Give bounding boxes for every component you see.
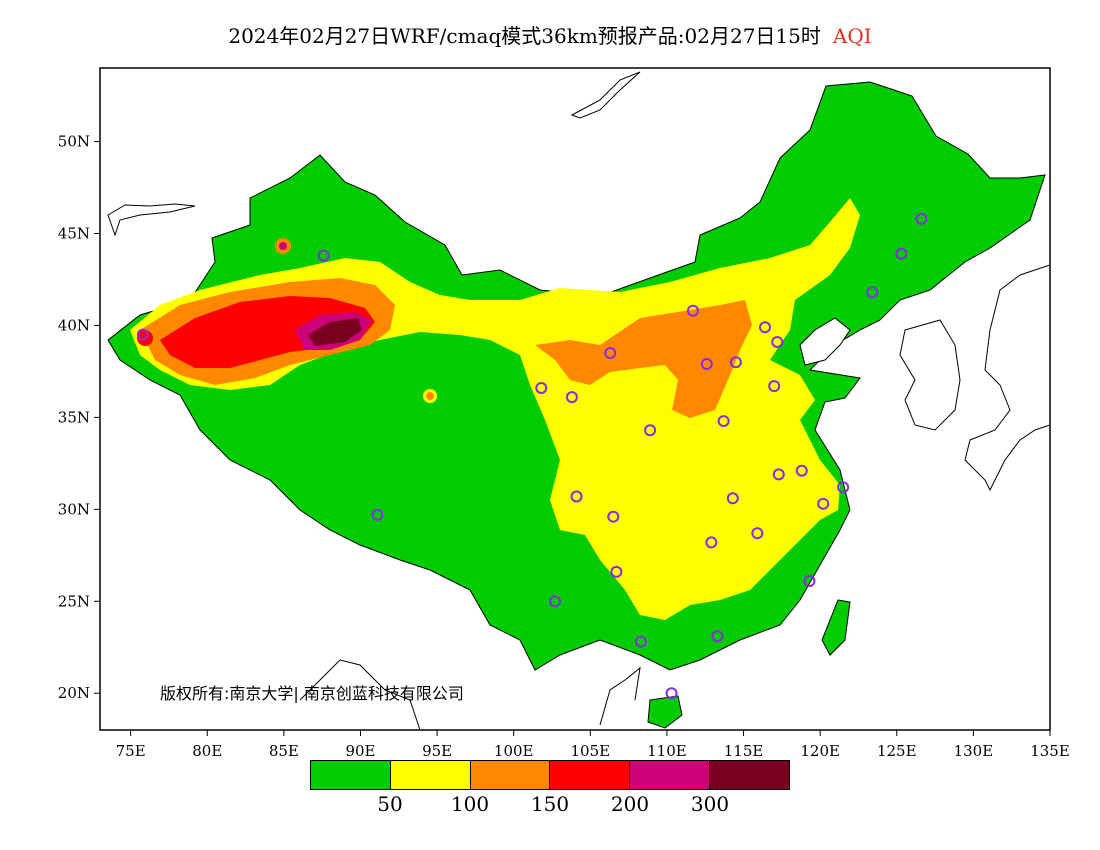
lat-tick-label: 25N (58, 592, 90, 610)
station-marker (771, 335, 784, 348)
lat-tick-label: 20N (58, 684, 90, 702)
colorbar-label: 50 (377, 792, 403, 816)
station-marker (705, 536, 718, 549)
colorbar-segment (710, 761, 789, 789)
lon-tick-label: 90E (345, 742, 375, 760)
station-marker (772, 468, 785, 481)
hotspot-tibet-core (426, 392, 434, 400)
station-marker (136, 328, 149, 341)
india-coastline (299, 659, 421, 730)
colorbar-segment (550, 761, 631, 789)
station-marker (644, 424, 657, 437)
station-marker (549, 595, 562, 608)
lon-tick-label: 80E (192, 742, 222, 760)
colorbar-label: 200 (610, 792, 650, 816)
aqi-orange-zone-north (535, 300, 752, 418)
title-text: 2024年02月27日WRF/cmaq模式36km预报产品:02月27日15时 (228, 24, 821, 48)
station-marker (717, 415, 730, 428)
colorbar-segment (311, 761, 391, 789)
station-marker (759, 321, 771, 334)
korea-coastline (899, 319, 961, 431)
station-marker (610, 565, 623, 578)
lon-tick-label: 115E (724, 742, 764, 760)
station-marker (866, 286, 879, 299)
map-title: 2024年02月27日WRF/cmaq模式36km预报产品:02月27日15时 A… (0, 20, 1100, 49)
colorbar-label: 100 (450, 792, 490, 816)
hotspot-kashgar (137, 330, 153, 346)
variable-label: AQI (832, 24, 872, 48)
station-marker (686, 304, 699, 317)
station-marker (535, 381, 548, 394)
hotspot-urumqi-core (279, 242, 287, 250)
vietnam-coastline (599, 666, 641, 726)
station-marker (634, 635, 647, 648)
hainan-island (647, 695, 683, 729)
station-marker (768, 380, 781, 393)
aqi-maroon-zone (308, 318, 362, 346)
station-marker (795, 464, 808, 477)
lon-tick-label: 125E (877, 742, 917, 760)
sakhalin-coastline (570, 71, 641, 119)
station-marker (711, 630, 724, 643)
japan-coastline (964, 264, 1050, 492)
lon-tick-label: 105E (571, 742, 611, 760)
station-marker (604, 347, 617, 360)
lat-tick-label: 45N (58, 225, 90, 243)
colorbar-label: 150 (530, 792, 570, 816)
station-marker (726, 492, 739, 505)
monitoring-stations (136, 212, 928, 700)
aqi-colorbar (310, 760, 790, 790)
station-marker (700, 358, 713, 371)
lon-tick-label: 75E (116, 742, 146, 760)
lon-tick-label: 85E (269, 742, 299, 760)
colorbar-segment (470, 761, 551, 789)
station-marker (803, 575, 816, 588)
station-marker (895, 247, 908, 260)
taiwan-island (821, 599, 851, 656)
colorbar-label: 300 (690, 792, 730, 816)
station-marker (915, 212, 928, 225)
lake-balkhash (107, 203, 196, 237)
station-marker (607, 510, 620, 523)
station-marker (317, 249, 330, 262)
station-marker (729, 356, 742, 369)
axis-ticks: 75E 80E 85E 90E 95E 100E 105E 110E 115E 120E 125E 1… (58, 133, 1070, 760)
lon-tick-label: 100E (494, 742, 534, 760)
map-plot-area (107, 71, 1050, 730)
station-marker (837, 481, 850, 494)
colorbar-segment (390, 761, 471, 789)
lat-tick-label: 50N (58, 133, 90, 151)
copyright-notice: 版权所有:南京大学| 南京创蓝科技有限公司 (160, 684, 464, 703)
lon-tick-label: 130E (954, 742, 994, 760)
plot-frame (99, 67, 1051, 731)
station-marker (817, 497, 830, 510)
lat-tick-label: 30N (58, 500, 90, 518)
colorbar-segment (630, 761, 711, 789)
lon-tick-label: 95E (422, 742, 452, 760)
station-marker (665, 687, 678, 700)
lat-tick-label: 40N (58, 316, 90, 334)
lon-tick-label: 110E (647, 742, 687, 760)
bohai-coast (799, 317, 851, 366)
station-marker (570, 490, 583, 503)
lat-tick-label: 35N (58, 408, 90, 426)
station-marker (371, 508, 384, 521)
lon-tick-label: 120E (800, 742, 840, 760)
lon-tick-label: 135E (1030, 742, 1070, 760)
station-marker (565, 391, 578, 404)
aqi-red-zone (160, 296, 375, 368)
station-marker (751, 527, 764, 540)
